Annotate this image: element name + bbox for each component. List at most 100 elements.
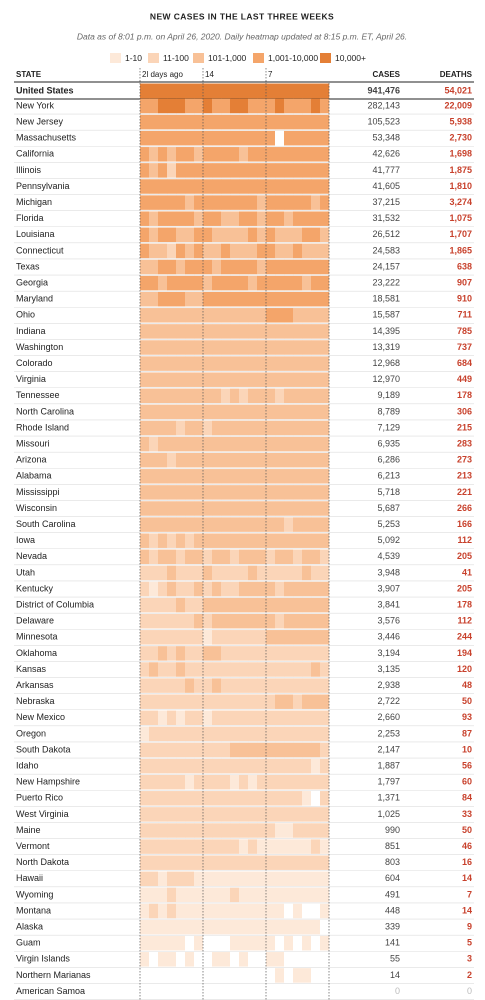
heat-cell [149, 613, 159, 629]
heat-cell [239, 324, 249, 339]
heat-cell [266, 83, 276, 99]
heat-cell [230, 581, 240, 597]
heat-cell [302, 179, 312, 194]
heat-cell [140, 565, 150, 581]
heat-cell [284, 952, 294, 967]
heat-cell [230, 195, 240, 210]
heat-cell [266, 404, 276, 420]
heat-cell [212, 340, 222, 355]
heat-cell [248, 581, 258, 597]
heat-cell [320, 903, 330, 919]
deaths: 87 [462, 728, 472, 738]
heat-cell [158, 807, 168, 822]
heat-cell [176, 275, 186, 291]
heat-cell [176, 710, 186, 726]
state-name: Kansas [16, 664, 47, 674]
heat-cell [140, 147, 150, 162]
heat-cell [239, 340, 249, 355]
heat-cell [212, 823, 222, 838]
heat-cell [275, 887, 285, 903]
heat-cell [302, 130, 312, 146]
heat-cell [221, 324, 231, 339]
heat-cell [158, 839, 168, 854]
heat-cell [239, 678, 249, 693]
heat-cell [158, 823, 168, 838]
heat-cell [293, 485, 303, 500]
heat-cell [302, 726, 312, 742]
heat-cell [185, 501, 195, 516]
heat-cell [221, 404, 231, 420]
heat-cell [158, 662, 168, 677]
heat-cell [149, 501, 159, 516]
heat-cell [320, 452, 330, 468]
heat-cell [257, 372, 267, 387]
heat-cell [320, 517, 330, 532]
heat-cell [257, 163, 267, 178]
heat-cell [302, 774, 312, 790]
heat-cell [167, 678, 177, 693]
heat-cell [212, 259, 222, 275]
heat-cell [149, 549, 159, 565]
cases: 604 [385, 873, 400, 883]
heat-cell [239, 968, 249, 983]
deaths: 7 [467, 889, 472, 899]
heat-cell [185, 469, 195, 484]
heat-cell [140, 581, 150, 597]
heat-cell [311, 420, 321, 436]
heat-cell [257, 581, 267, 597]
heat-cell [221, 903, 231, 919]
cases: 2,147 [377, 744, 400, 754]
heat-cell [149, 630, 159, 645]
state-name: United States [16, 85, 74, 95]
state-name: North Dakota [16, 857, 69, 867]
heat-cell [194, 726, 204, 742]
heat-cell [212, 501, 222, 516]
heat-cell [320, 726, 330, 742]
heat-cell [230, 839, 240, 854]
heat-cell [212, 581, 222, 597]
heat-cell [248, 984, 258, 999]
heat-cell [185, 758, 195, 774]
heat-cell [311, 791, 321, 806]
heat-cell [275, 308, 285, 323]
heat-cell [293, 758, 303, 774]
heat-cell [230, 678, 240, 693]
heat-cell [185, 549, 195, 565]
deaths: 14 [462, 905, 472, 915]
heat-cell [140, 871, 150, 887]
heat-cell [140, 211, 150, 226]
heat-cell [194, 195, 204, 210]
deaths: 5,938 [449, 116, 472, 126]
heat-cell [194, 549, 204, 565]
heat-cell [176, 968, 186, 983]
heat-cell [167, 855, 177, 870]
heat-cell [140, 807, 150, 822]
heat-cell [293, 163, 303, 178]
heat-cell [275, 404, 285, 420]
heat-cell [239, 163, 249, 178]
heat-cell [140, 662, 150, 677]
heat-cell [266, 517, 276, 532]
heat-cell [212, 485, 222, 500]
heat-cell [275, 678, 285, 693]
heat-cell [140, 420, 150, 436]
heat-cell [320, 887, 330, 903]
heat-cell [293, 678, 303, 693]
heat-cell [311, 742, 321, 758]
heat-cell [140, 259, 150, 275]
heat-cell [275, 259, 285, 275]
heat-cell [203, 98, 213, 114]
heat-cell [194, 871, 204, 887]
cases: 941,476 [367, 85, 400, 95]
heat-cell [302, 646, 312, 661]
heat-cell [320, 839, 330, 854]
cases: 55 [390, 954, 400, 964]
heat-cell [266, 227, 276, 243]
heat-cell [194, 613, 204, 629]
heat-cell [239, 388, 249, 404]
heat-cell [158, 404, 168, 420]
cases: 1,025 [377, 809, 400, 819]
heat-cell [239, 501, 249, 516]
heat-cell [248, 340, 258, 355]
heat-cell [284, 98, 294, 114]
